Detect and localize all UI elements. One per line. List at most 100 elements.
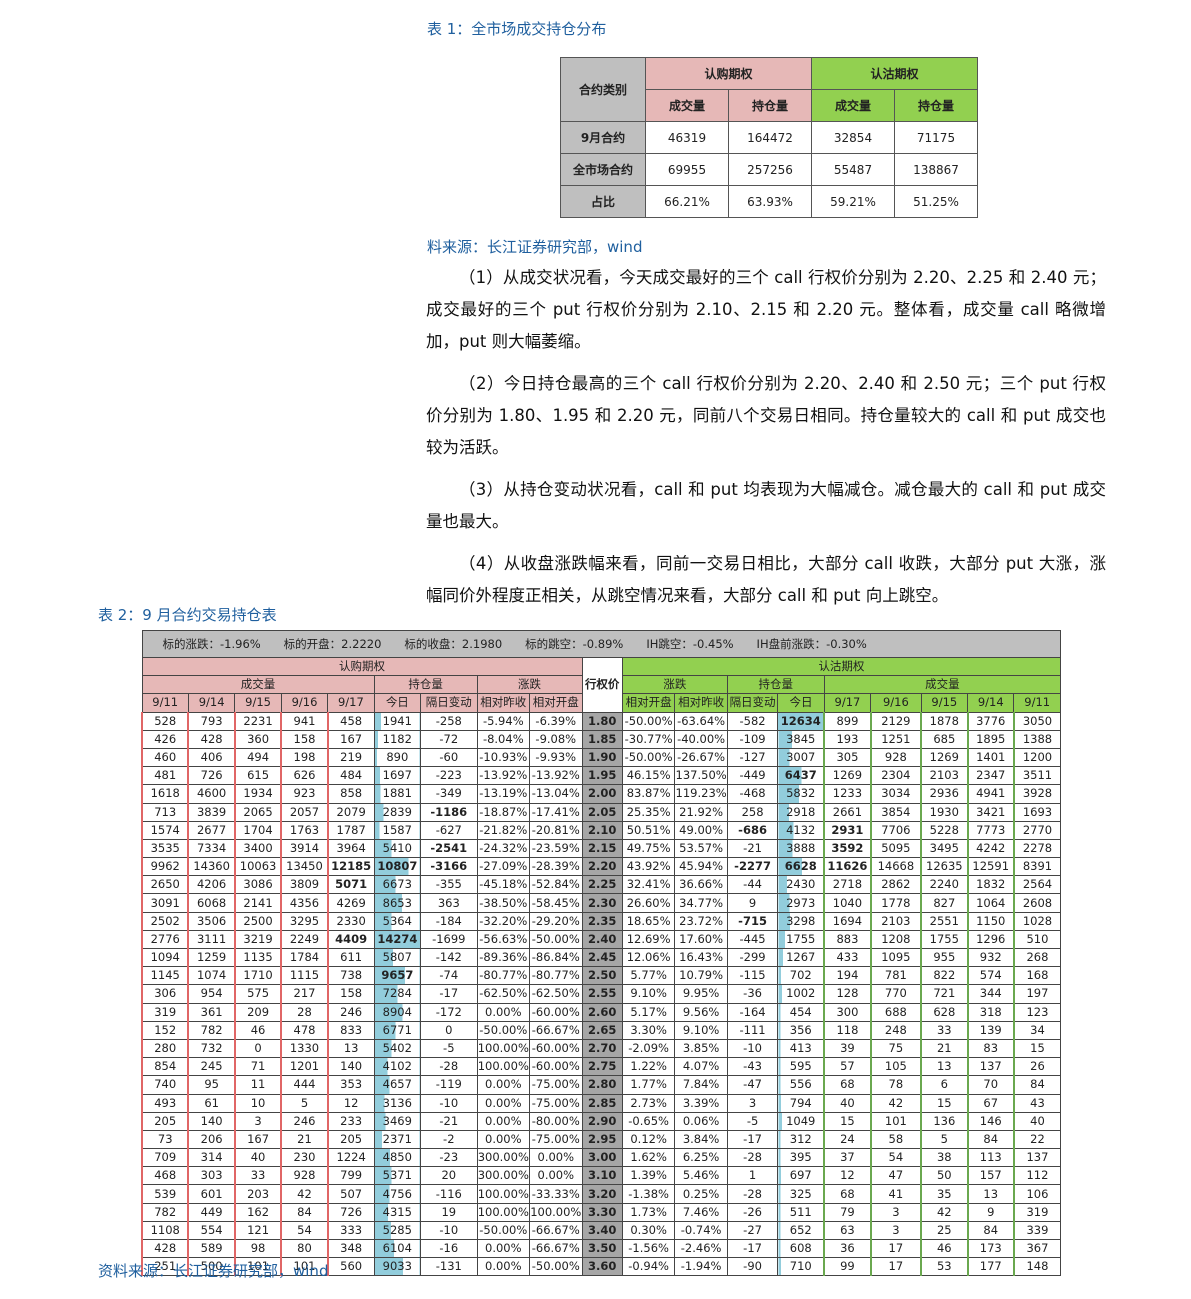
column-header: 9/11 xyxy=(1013,693,1061,713)
cell: 3535 xyxy=(140,838,189,859)
strike-cell: 3.50 xyxy=(581,1238,623,1259)
cell: 54 xyxy=(869,1148,922,1168)
cell: 793 xyxy=(187,711,236,731)
cell: -40.00% xyxy=(674,729,728,749)
strike-cell: 2.70 xyxy=(581,1038,623,1059)
cell: 333 xyxy=(326,1220,375,1241)
cell: -2541 xyxy=(420,838,478,859)
cell: 782 xyxy=(187,1020,236,1040)
strike-cell: 3.40 xyxy=(581,1220,623,1241)
cell: 70 xyxy=(966,1075,1015,1095)
cell: 1881 xyxy=(373,784,422,804)
table-row: 2650 4206 3086 3809 5071 6673 -355 -45.18% -52.8… xyxy=(140,875,1061,895)
cell: 51.25% xyxy=(894,185,978,218)
cell: 50.51% xyxy=(621,820,676,840)
cell: 1200 xyxy=(1012,747,1061,768)
cell: 356 xyxy=(777,1020,825,1040)
cell: -445 xyxy=(726,929,779,950)
table-row: 428 589 98 80 348 6104 -16 0.00% -66.67% 3.50 -1.5… xyxy=(140,1238,1061,1259)
cell: -23.59% xyxy=(529,838,583,859)
cell: 1028 xyxy=(1012,911,1061,931)
cell: 100.00% xyxy=(476,1184,531,1204)
column-header: 9/14 xyxy=(187,693,236,713)
cell: 128 xyxy=(823,984,872,1004)
cell: 3091 xyxy=(140,893,189,913)
cell: 0.00% xyxy=(529,1148,583,1168)
cell: 10 xyxy=(233,1093,282,1113)
cell: 2661 xyxy=(823,802,872,822)
cell: 449 xyxy=(187,1202,236,1222)
cell: 955 xyxy=(920,947,969,968)
cell: 1182 xyxy=(373,729,422,749)
sub-header: 持仓量 xyxy=(728,89,812,122)
cell: 177 xyxy=(966,1257,1015,1277)
cell: 827 xyxy=(920,893,969,913)
cell: -50.00% xyxy=(529,1257,583,1277)
cell: 37 xyxy=(823,1148,872,1168)
cell: 2.73% xyxy=(621,1093,676,1113)
cell: 626 xyxy=(280,766,329,786)
cell: -60 xyxy=(420,747,478,768)
cell: -116 xyxy=(420,1184,478,1204)
cell: 732 xyxy=(187,1038,236,1059)
cell: -8.04% xyxy=(476,729,531,749)
cell: 2249 xyxy=(280,929,329,950)
cell: -355 xyxy=(420,875,478,895)
cell: 0.12% xyxy=(621,1129,676,1150)
cell: -50.00% xyxy=(476,1220,531,1241)
cell: 13450 xyxy=(280,857,329,877)
cell: 4242 xyxy=(966,838,1015,859)
cell: 6771 xyxy=(373,1020,422,1040)
cell: 53 xyxy=(920,1257,969,1277)
table-row: 2502 3506 2500 3295 2330 5364 -184 -32.20% -29.2… xyxy=(140,911,1061,931)
cell: -74 xyxy=(420,966,478,986)
cell: -45.18% xyxy=(476,875,531,895)
cell: 484 xyxy=(326,766,375,786)
cell: -26 xyxy=(726,1202,779,1222)
strike-cell: 2.25 xyxy=(581,875,623,895)
column-header: 相对昨收 xyxy=(674,693,728,713)
cell: 363 xyxy=(420,893,478,913)
cell: -38.50% xyxy=(476,893,531,913)
cell: 554 xyxy=(187,1220,236,1241)
cell: 9 xyxy=(726,893,779,913)
cell: 10063 xyxy=(233,857,282,877)
table2-caption: 表 2：9 月合约交易持仓表 xyxy=(98,606,277,624)
row-label: 9月合约 xyxy=(560,121,646,154)
cell: -0.94% xyxy=(621,1257,676,1277)
cell: 2862 xyxy=(869,875,922,895)
column-header: 相对开盘 xyxy=(529,693,583,713)
sub-header: 成交量 xyxy=(645,89,729,122)
cell: 84 xyxy=(1012,1075,1061,1095)
cell: 40 xyxy=(1012,1111,1061,1131)
cell: -164 xyxy=(726,1002,779,1022)
cell: 923 xyxy=(280,784,329,804)
cell: 33 xyxy=(233,1166,282,1186)
cell: 157 xyxy=(966,1166,1015,1186)
cell: -17 xyxy=(726,1129,779,1150)
table-row: 9962 14360 10063 13450 12185 10807 -3166 -27.09… xyxy=(140,857,1061,877)
cell: 702 xyxy=(777,966,825,986)
cell: -142 xyxy=(420,947,478,968)
cell: 42 xyxy=(280,1184,329,1204)
cell: 38 xyxy=(920,1148,969,1168)
strike-cell: 2.05 xyxy=(581,802,623,822)
table-row: 2776 3111 3219 2249 4409 14274 -1699 -56.63% -50… xyxy=(140,929,1061,950)
cell: 3111 xyxy=(187,929,236,950)
cell: 7334 xyxy=(187,838,236,859)
cell: -80.77% xyxy=(529,966,583,986)
strike-cell: 2.30 xyxy=(581,893,623,913)
cell: 454 xyxy=(777,1002,825,1022)
cell: -62.50% xyxy=(476,984,531,1004)
cell: 25.35% xyxy=(621,802,676,822)
put-header: 认沽期权 xyxy=(621,656,1062,677)
cell: 0.00% xyxy=(476,1075,531,1095)
cell: 39 xyxy=(823,1038,872,1059)
cell: 4850 xyxy=(373,1148,422,1168)
cell: 137.50% xyxy=(674,766,728,786)
row-label: 占比 xyxy=(560,185,646,218)
cell: 413 xyxy=(777,1038,825,1059)
cell: 500 xyxy=(187,1257,236,1277)
cell: 478 xyxy=(280,1020,329,1040)
cell: -2.09% xyxy=(621,1038,676,1059)
